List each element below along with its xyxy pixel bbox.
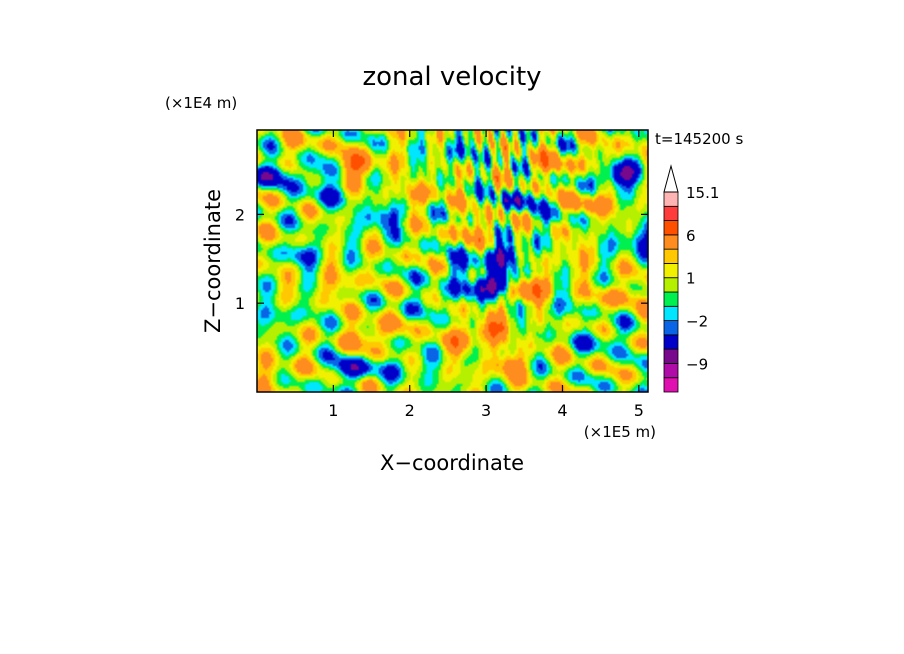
colorbar-cell: [663, 377, 679, 393]
colorbar-cell: [663, 191, 679, 207]
y-axis-ticks: 12: [235, 205, 648, 313]
velocity-field: [257, 130, 648, 392]
colorbar-label: −9: [686, 355, 708, 373]
colorbar-cell: [663, 320, 679, 336]
colorbar-cell: [663, 234, 679, 250]
x-axis-label: X−coordinate: [380, 451, 524, 475]
colorbar-label: 6: [686, 227, 696, 245]
y-tick-label: 2: [235, 205, 245, 224]
colorbar-extend-max: [663, 164, 679, 193]
plot-frame: [256, 129, 649, 393]
colorbar-cell: [663, 205, 679, 221]
colorbar-cell: [663, 305, 679, 321]
colorbar-cell: [663, 248, 679, 264]
colorbar-label: −2: [686, 313, 708, 331]
x-tick-label: 3: [481, 401, 491, 420]
time-label: t=145200 s: [655, 130, 743, 148]
colorbar-cell: [663, 348, 679, 364]
x-axis-ticks: 1 2 3 4 5: [328, 130, 644, 420]
colorbar-cell: [663, 291, 679, 307]
contour-field-image: [257, 130, 648, 392]
colorbar-label: 15.1: [686, 184, 719, 202]
x-tick-label: 4: [557, 401, 567, 420]
y-tick-label: 1: [235, 294, 245, 313]
colorbar-label: 1: [686, 270, 696, 288]
x-tick-label: 1: [328, 401, 338, 420]
chart-title: zonal velocity: [362, 62, 541, 92]
colorbar-cell: [663, 220, 679, 236]
x-tick-label: 2: [405, 401, 415, 420]
x-tick-label: 5: [634, 401, 644, 420]
y-scale-label: (×1E4 m): [165, 94, 237, 112]
y-axis-label: Z−coordinate: [201, 189, 225, 333]
x-scale-label: (×1E5 m): [584, 423, 656, 441]
colorbar-cell: [663, 277, 679, 293]
colorbar-cell: [663, 263, 679, 279]
colorbar-cell: [663, 363, 679, 379]
colorbar-cell: [663, 334, 679, 350]
colorbar: 15.1 6 1 −2 −9: [663, 164, 719, 393]
